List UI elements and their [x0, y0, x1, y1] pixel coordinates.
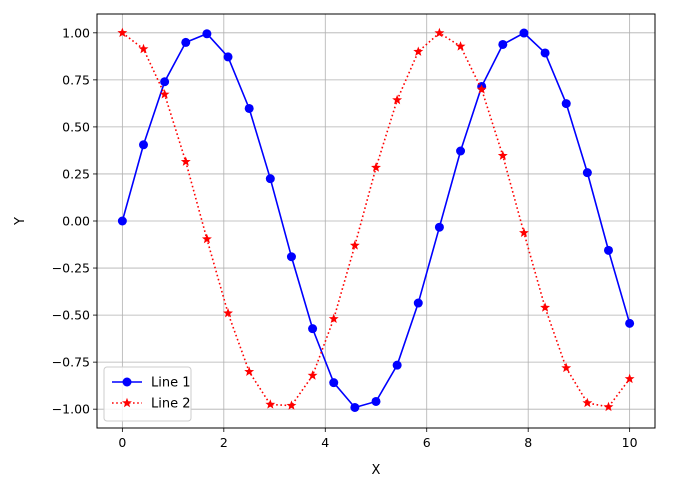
series-1-point — [308, 324, 318, 334]
series-1-point — [561, 99, 571, 109]
legend-marker — [122, 377, 132, 387]
series-1-point — [286, 252, 296, 262]
y-tick-label: −1.00 — [52, 402, 90, 417]
series-2-point — [624, 373, 635, 384]
series-2-point — [519, 227, 529, 238]
y-tick-label: −0.50 — [52, 308, 90, 323]
series-layer — [117, 27, 635, 412]
x-axis-label: X — [372, 463, 381, 478]
x-tick-label: 10 — [622, 435, 638, 450]
series-1-point — [371, 396, 381, 406]
x-tick-label: 0 — [118, 435, 126, 450]
series-2-point — [180, 156, 191, 166]
series-1-point — [244, 103, 254, 113]
series-2-point — [244, 366, 255, 376]
x-tick-label: 8 — [524, 435, 532, 450]
series-1-point — [519, 28, 529, 38]
y-tick-label: 0.00 — [62, 214, 90, 229]
series-2 — [117, 27, 635, 412]
series-1-point — [456, 146, 466, 156]
series-2-point — [286, 400, 297, 410]
series-1-point — [582, 168, 592, 178]
y-tick-label: −0.75 — [52, 355, 90, 370]
series-2-point — [603, 401, 614, 412]
series-1-point — [434, 222, 444, 232]
series-1-point — [160, 77, 170, 87]
grid — [97, 14, 655, 428]
series-1-point — [139, 140, 149, 150]
legend-entry: Line 1 — [112, 376, 191, 391]
series-2-point — [159, 89, 170, 99]
series-2-point — [413, 46, 424, 56]
series-2-point — [434, 27, 445, 38]
series-1-point — [540, 48, 550, 58]
x-tick-label: 2 — [220, 435, 228, 450]
series-2-point — [455, 41, 466, 51]
series-2-point — [349, 240, 360, 250]
series-2-point — [201, 233, 212, 244]
series-1 — [117, 28, 635, 412]
series-2-point — [138, 43, 149, 54]
y-axis-label: Y — [13, 217, 28, 226]
series-1-point — [265, 174, 275, 184]
legend-label: Line 1 — [151, 376, 191, 391]
series-1-point — [117, 216, 127, 226]
series-1-point — [202, 29, 212, 39]
series-1-point — [350, 402, 360, 412]
y-tick-label: 0.50 — [62, 119, 90, 134]
series-1-point — [223, 52, 233, 62]
series-2-point — [476, 84, 487, 94]
series-2-point — [265, 399, 276, 409]
series-2-point — [307, 370, 318, 380]
legend-entry: Line 2 — [112, 397, 191, 412]
series-2-point — [223, 308, 233, 318]
x-tick-label: 4 — [321, 435, 329, 450]
series-1-point — [329, 378, 339, 388]
y-tick-label: 0.25 — [62, 166, 90, 181]
series-1-point — [625, 318, 635, 328]
series-2-point — [582, 397, 593, 408]
y-tick-label: 1.00 — [62, 25, 90, 40]
series-1-point — [392, 360, 402, 370]
legend-label: Line 2 — [151, 397, 191, 412]
ticks: 0 2 4 6 8 10 1.00 0.75 0.50 0.25 0.00 −0.25 −0.50 −0.… — [52, 25, 638, 450]
series-2-point — [117, 27, 128, 38]
y-tick-label: −0.25 — [52, 261, 90, 276]
series-1-point — [181, 37, 191, 47]
series-2-point — [561, 362, 572, 373]
series-2-point — [328, 313, 339, 324]
series-2-point — [497, 150, 508, 160]
legend-marker — [122, 397, 132, 408]
legend: Line 1 Line 2 — [103, 366, 192, 422]
series-1-point — [498, 39, 508, 49]
series-2-point — [371, 162, 381, 172]
series-1-point — [413, 298, 423, 308]
y-tick-label: 0.75 — [62, 72, 90, 87]
series-2-point — [392, 94, 403, 105]
x-tick-label: 6 — [423, 435, 431, 450]
series-2-point — [540, 302, 551, 312]
series-1-point — [603, 245, 613, 255]
